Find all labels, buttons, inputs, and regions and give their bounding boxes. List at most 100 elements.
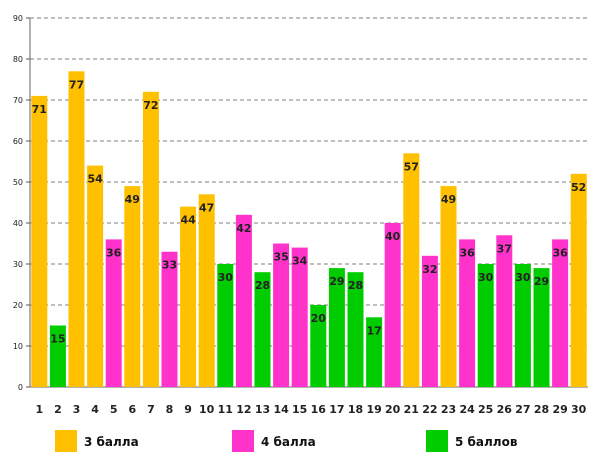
x-tick-label: 23 <box>441 403 456 416</box>
bar-14 <box>273 243 290 387</box>
x-tick-label: 14 <box>273 403 289 416</box>
x-tick-label: 7 <box>147 403 155 416</box>
bar-7 <box>142 91 159 388</box>
legend-label: 5 баллов <box>455 435 518 449</box>
legend-item-4: 4 балла <box>232 430 316 452</box>
x-tick-label: 11 <box>218 403 233 416</box>
y-tick-label: 30 <box>13 260 23 269</box>
data-label-11: 30 <box>218 271 234 284</box>
data-label-26: 37 <box>497 242 512 255</box>
bar-1 <box>31 95 48 388</box>
data-label-7: 72 <box>143 99 158 112</box>
bar-5 <box>105 239 122 387</box>
data-label-30: 52 <box>571 181 586 194</box>
data-label-13: 28 <box>255 279 270 292</box>
bar-8 <box>161 251 178 387</box>
data-label-21: 57 <box>404 160 419 173</box>
bar-11 <box>217 264 234 387</box>
bar-12 <box>235 214 252 387</box>
y-tick-label: 80 <box>13 55 23 64</box>
x-tick-labels: 1 2 3 4 5 6 7 8 9 10 11 12 13 14 15 16 17 18 19 20 21 22 23 24 2… <box>35 403 586 416</box>
gridlines <box>30 17 588 347</box>
bar-27 <box>514 264 531 387</box>
x-tick-label: 26 <box>497 403 513 416</box>
bar-25 <box>477 264 494 387</box>
bar-26 <box>496 235 513 387</box>
data-label-14: 35 <box>273 251 288 264</box>
x-tick-label: 18 <box>348 403 363 416</box>
x-tick-label: 2 <box>54 403 62 416</box>
bar-15 <box>291 247 308 387</box>
bar-2 <box>49 325 66 387</box>
legend: 3 балла 4 балла 5 баллов <box>55 430 518 452</box>
x-tick-label: 27 <box>515 403 530 416</box>
x-tick-label: 1 <box>35 403 43 416</box>
data-label-25: 30 <box>478 271 494 284</box>
data-label-17: 29 <box>329 275 344 288</box>
y-tick-label: 60 <box>13 137 23 146</box>
x-tick-label: 3 <box>73 403 81 416</box>
x-tick-label: 21 <box>404 403 419 416</box>
y-tick-labels: 0 10 20 30 40 50 60 70 80 90 <box>13 14 23 392</box>
data-label-29: 36 <box>552 246 568 259</box>
x-tick-label: 5 <box>110 403 118 416</box>
x-tick-label: 15 <box>292 403 307 416</box>
data-label-18: 28 <box>348 279 363 292</box>
bar-10 <box>198 194 215 387</box>
bar-13 <box>254 272 271 387</box>
y-tick-label: 0 <box>18 383 23 392</box>
data-label-24: 36 <box>459 246 475 259</box>
data-label-10: 47 <box>199 201 214 214</box>
x-tick-label: 12 <box>236 403 251 416</box>
data-label-27: 30 <box>515 271 531 284</box>
data-label-20: 40 <box>385 230 401 243</box>
x-tick-label: 20 <box>385 403 401 416</box>
legend-item-5: 5 баллов <box>426 430 518 452</box>
x-tick-label: 24 <box>459 403 475 416</box>
x-tick-label: 28 <box>534 403 549 416</box>
bar-24 <box>459 239 476 387</box>
legend-label: 3 балла <box>84 435 139 449</box>
x-tick-label: 6 <box>128 403 136 416</box>
legend-swatch <box>232 430 254 452</box>
bar-19 <box>366 317 383 387</box>
x-tick-label: 13 <box>255 403 270 416</box>
x-tick-label: 17 <box>329 403 344 416</box>
bar-30 <box>570 173 587 387</box>
bar-20 <box>384 223 401 387</box>
data-label-23: 49 <box>441 193 456 206</box>
bar-9 <box>180 206 197 387</box>
x-tick-label: 9 <box>184 403 192 416</box>
data-label-16: 20 <box>311 312 327 325</box>
data-label-4: 54 <box>87 173 103 186</box>
bar-29 <box>552 239 569 387</box>
bar-6 <box>124 186 141 387</box>
bar-28 <box>533 268 550 387</box>
bar-17 <box>328 268 345 387</box>
y-tick-label: 50 <box>13 178 23 187</box>
legend-swatch <box>426 430 448 452</box>
data-label-9: 44 <box>180 214 196 227</box>
bar-4 <box>87 165 104 387</box>
bar-22 <box>421 255 438 387</box>
data-label-12: 42 <box>236 222 251 235</box>
y-tick-label: 20 <box>13 301 23 310</box>
bar-23 <box>440 186 457 387</box>
data-label-19: 17 <box>366 324 381 337</box>
y-tick-label: 90 <box>13 14 23 23</box>
x-tick-label: 16 <box>311 403 327 416</box>
x-tick-label: 4 <box>91 403 99 416</box>
x-tick-label: 19 <box>366 403 381 416</box>
x-tick-label: 30 <box>571 403 587 416</box>
data-label-15: 34 <box>292 255 308 268</box>
legend-item-3: 3 балла <box>55 430 139 452</box>
data-label-8: 33 <box>162 259 177 272</box>
axes <box>26 17 588 388</box>
bar-16 <box>310 305 327 387</box>
x-tick-label: 29 <box>552 403 567 416</box>
data-label-1: 71 <box>32 103 47 116</box>
data-label-28: 29 <box>534 275 549 288</box>
bar-21 <box>403 153 420 387</box>
